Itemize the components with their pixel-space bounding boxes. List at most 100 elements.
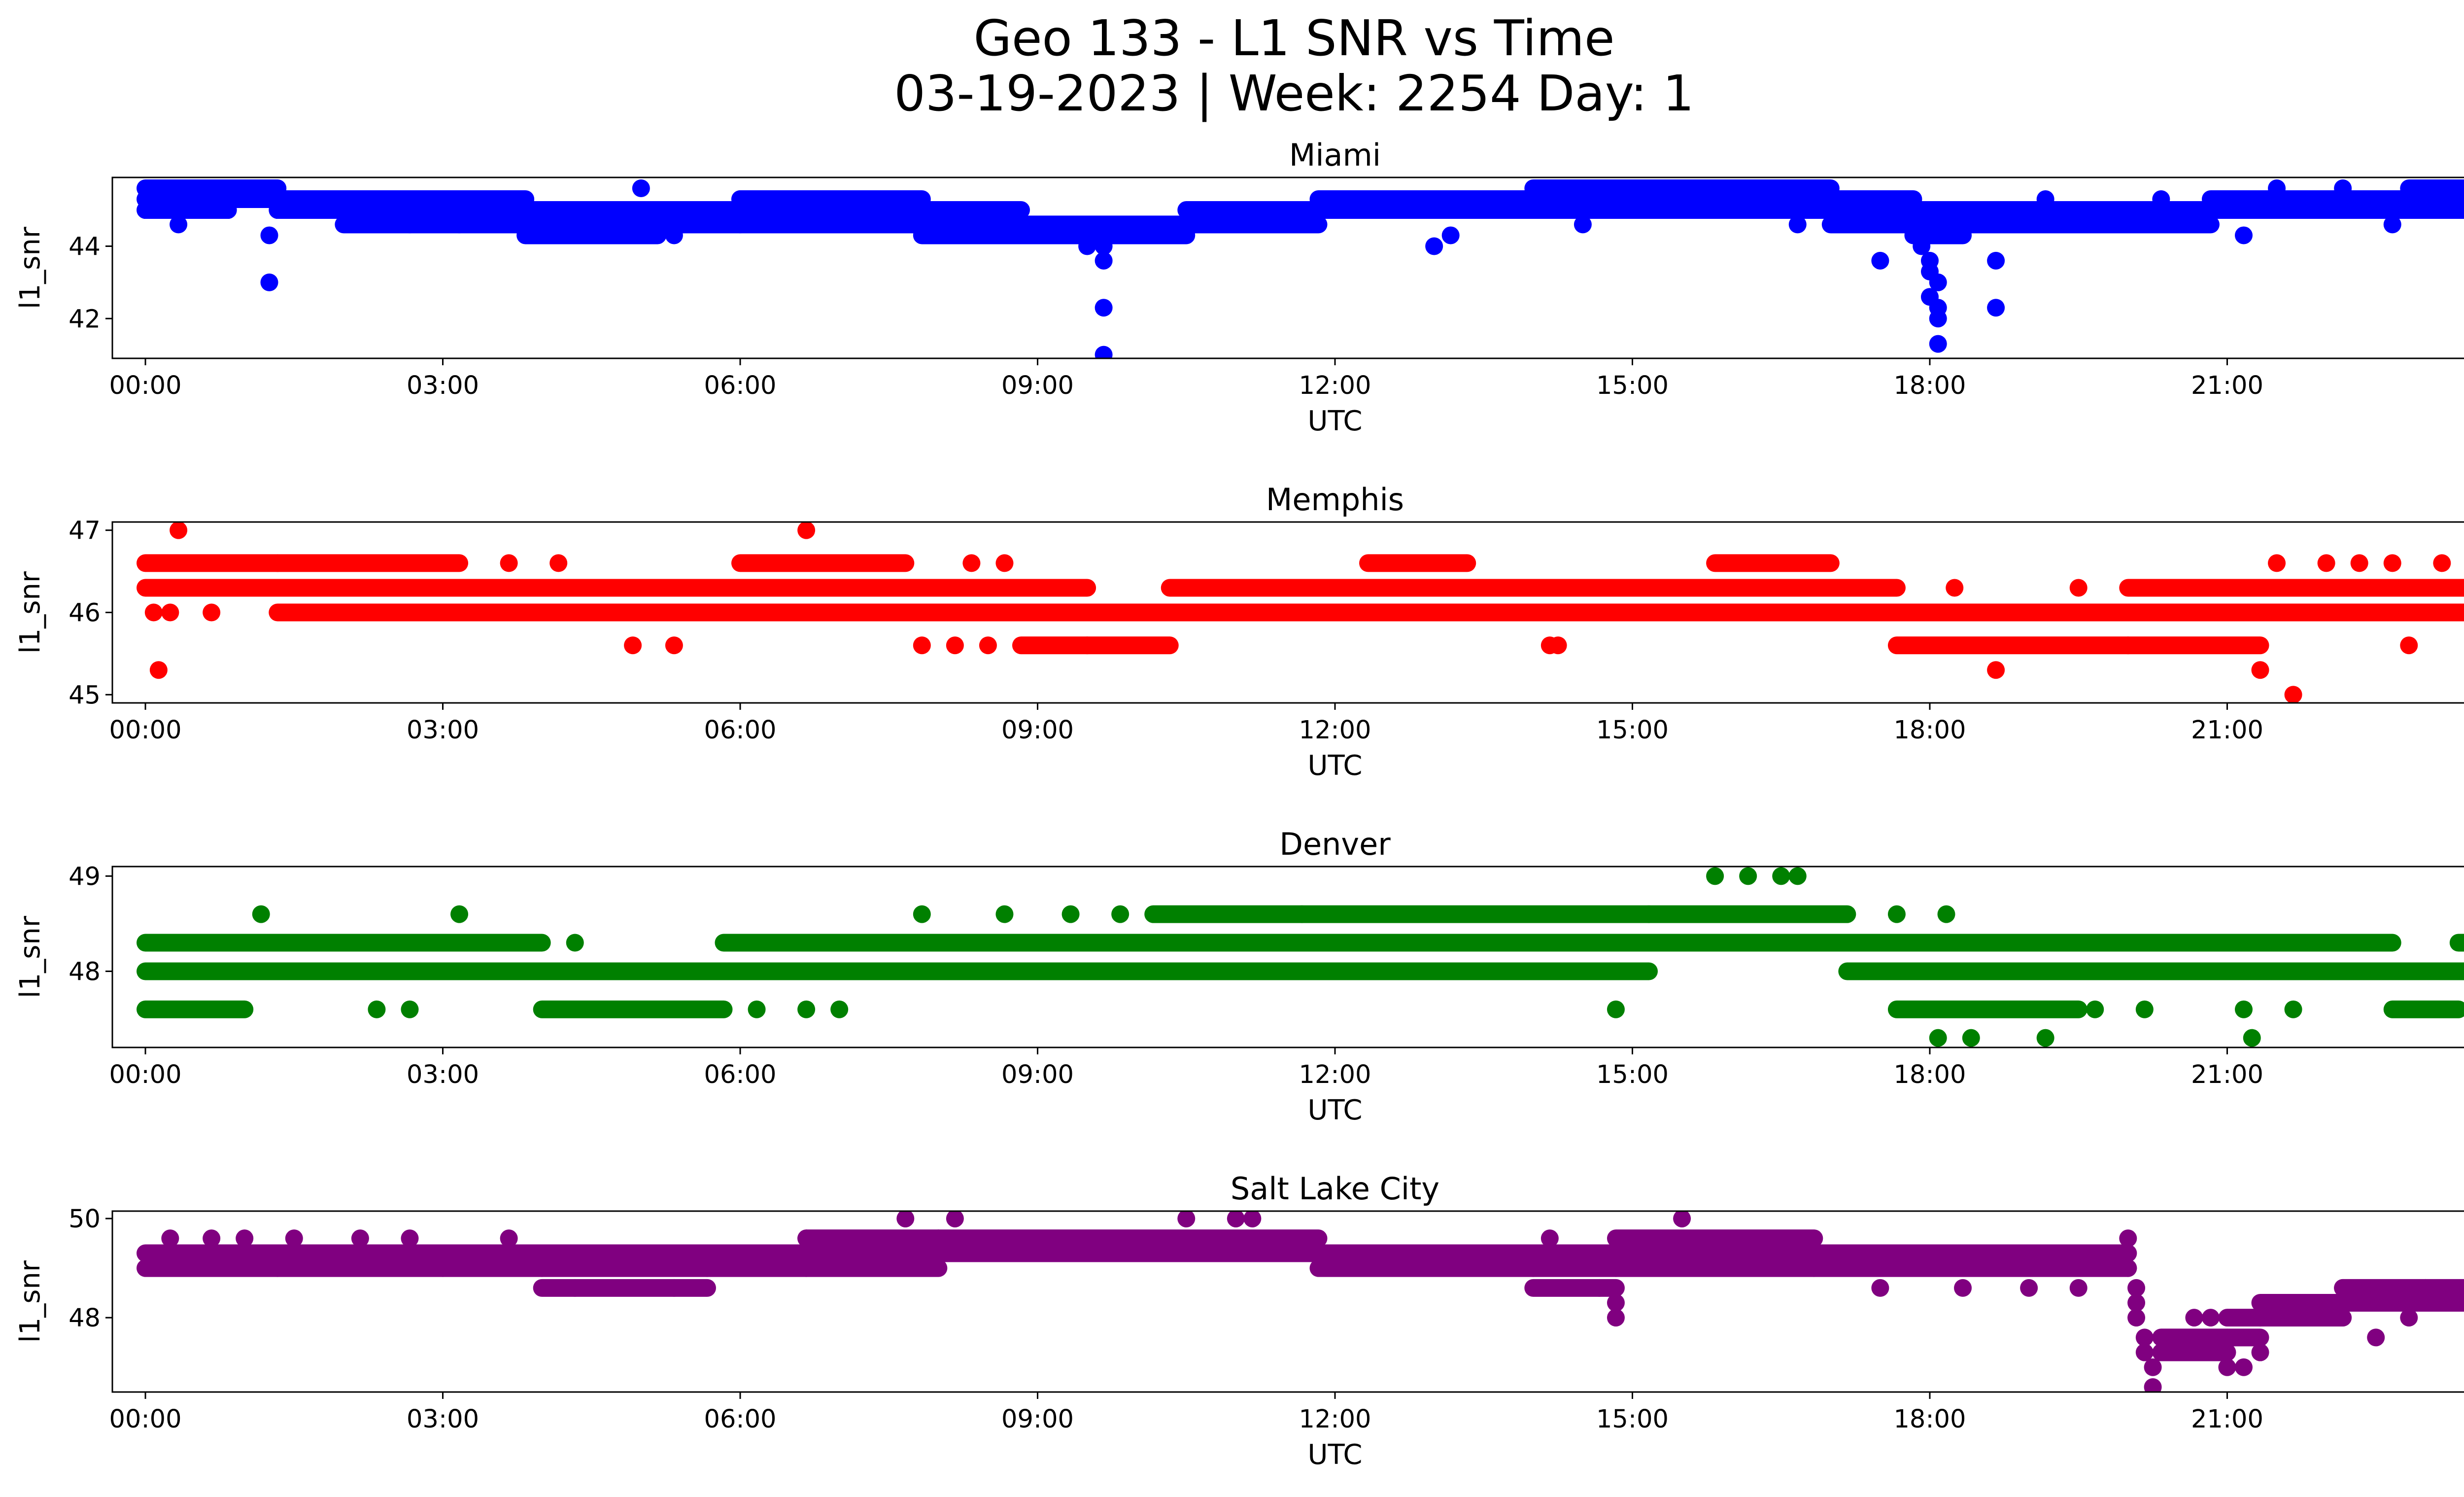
data-point	[2144, 1378, 2162, 1392]
data-point	[1111, 905, 1129, 923]
data-point	[260, 273, 278, 291]
data-point	[2135, 1328, 2154, 1347]
data-point	[1177, 1211, 1196, 1228]
data-point	[450, 215, 469, 234]
data-point	[500, 1229, 518, 1248]
data-point	[2135, 1343, 2154, 1361]
data-point	[1739, 867, 1757, 885]
y-tick-label: 48	[68, 1304, 101, 1333]
data-point	[1574, 215, 1592, 234]
x-tick-label: 15:00	[1596, 716, 1669, 745]
y-tick-label: 44	[68, 232, 101, 261]
data-point	[401, 1229, 419, 1248]
x-tick-label: 18:00	[1893, 371, 1966, 400]
data-points	[137, 179, 2464, 358]
x-axis-label: UTC	[1307, 1439, 1362, 1471]
data-point	[1095, 346, 1113, 358]
data-point	[665, 636, 683, 655]
x-tick-label: 06:00	[704, 1405, 777, 1434]
data-point	[1673, 1211, 1691, 1228]
x-tick-label: 03:00	[407, 716, 479, 745]
data-point	[2234, 1000, 2253, 1018]
data-point	[1937, 905, 1955, 923]
data-point	[1441, 226, 1460, 244]
data-point	[665, 1279, 683, 1297]
data-point	[1607, 1294, 1625, 1312]
data-point	[2367, 1328, 2385, 1347]
panel-title: Salt Lake City	[1231, 1171, 1439, 1207]
x-tick-label: 06:00	[704, 1060, 777, 1089]
data-point	[1061, 905, 1080, 923]
data-point	[1788, 215, 1807, 234]
data-point	[144, 603, 163, 622]
data-point	[401, 1000, 419, 1018]
data-point	[1987, 661, 2005, 679]
x-tick-label: 18:00	[1893, 1405, 1966, 1434]
data-point	[2086, 1000, 2104, 1018]
figure-title-line1: Geo 133 - L1 SNR vs Time	[974, 9, 1615, 67]
data-point	[2433, 554, 2451, 572]
data-point	[2383, 215, 2401, 234]
data-point	[2135, 1000, 2154, 1018]
data-point	[1929, 335, 1947, 353]
data-point	[500, 554, 518, 572]
data-point	[946, 1211, 964, 1228]
data-point	[566, 1279, 584, 1297]
panel-title: Denver	[1279, 826, 1391, 862]
x-tick-label: 00:00	[109, 1060, 182, 1089]
data-point	[2243, 1029, 2261, 1047]
data-point	[2185, 1309, 2203, 1327]
data-point	[632, 179, 650, 198]
data-point	[2069, 1279, 2088, 1297]
y-tick-label: 47	[68, 517, 101, 546]
data-point	[748, 1000, 766, 1018]
data-point	[170, 522, 188, 539]
data-point	[252, 905, 270, 923]
data-point	[1549, 636, 1567, 655]
x-tick-label: 00:00	[109, 371, 182, 400]
data-point	[2268, 179, 2286, 198]
data-point	[1929, 310, 1947, 328]
data-point	[2069, 579, 2088, 597]
data-point	[1227, 1211, 1245, 1228]
data-point	[1788, 867, 1807, 885]
data-points	[137, 522, 2464, 703]
data-point	[170, 215, 188, 234]
x-tick-label: 18:00	[1893, 716, 1966, 745]
x-tick-label: 06:00	[704, 716, 777, 745]
y-axis-label: l1_snr	[14, 915, 46, 998]
x-tick-label: 15:00	[1596, 371, 1669, 400]
x-tick-label: 21:00	[2191, 716, 2263, 745]
data-point	[2127, 1294, 2146, 1312]
data-point	[2234, 1358, 2253, 1376]
data-point	[1913, 237, 1931, 255]
data-point	[913, 636, 931, 655]
data-point	[1590, 1279, 1608, 1297]
x-tick-label: 09:00	[1001, 1405, 1074, 1434]
data-point	[566, 934, 584, 952]
data-point	[2144, 1358, 2162, 1376]
x-tick-label: 00:00	[109, 716, 182, 745]
data-point	[1987, 299, 2005, 317]
data-point	[1607, 1309, 1625, 1327]
data-point	[1540, 1229, 1559, 1248]
data-point	[368, 1000, 386, 1018]
x-tick-label: 12:00	[1299, 1060, 1371, 1089]
data-point	[2127, 1279, 2146, 1297]
data-point	[2152, 190, 2170, 209]
data-point	[203, 1229, 221, 1248]
data-point	[995, 905, 1014, 923]
data-point	[1954, 1279, 1972, 1297]
data-point	[946, 636, 964, 655]
x-tick-label: 15:00	[1596, 1060, 1669, 1089]
x-tick-label: 09:00	[1001, 371, 1074, 400]
x-tick-label: 21:00	[2191, 1060, 2263, 1089]
x-tick-label: 12:00	[1299, 371, 1371, 400]
x-axis-label: UTC	[1307, 1094, 1362, 1126]
x-axis-label: UTC	[1307, 750, 1362, 782]
data-point	[2234, 226, 2253, 244]
data-point	[2036, 190, 2054, 209]
data-point	[161, 1229, 179, 1248]
data-point	[1871, 251, 1889, 270]
